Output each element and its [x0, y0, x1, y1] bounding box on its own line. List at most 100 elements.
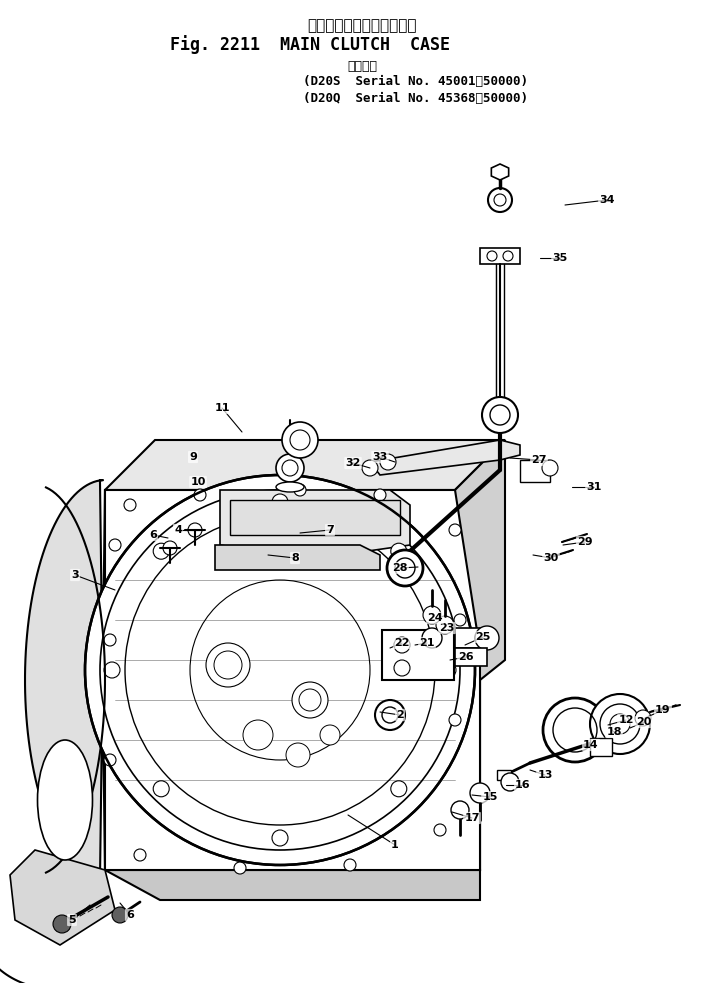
Text: 19: 19	[655, 705, 671, 715]
Polygon shape	[370, 440, 520, 475]
Polygon shape	[492, 164, 509, 180]
Text: 34: 34	[599, 195, 615, 205]
Polygon shape	[230, 500, 400, 535]
Text: 13: 13	[537, 770, 552, 780]
Circle shape	[635, 710, 651, 726]
Circle shape	[294, 484, 306, 496]
Circle shape	[394, 660, 410, 676]
Bar	[480, 248, 520, 264]
Circle shape	[362, 460, 378, 476]
Polygon shape	[105, 490, 480, 870]
Bar	[455, 648, 487, 666]
Text: メイン　クラッチ　ケース: メイン クラッチ ケース	[307, 18, 417, 33]
Polygon shape	[220, 490, 410, 558]
Circle shape	[394, 637, 410, 653]
Circle shape	[109, 539, 121, 551]
Circle shape	[487, 251, 497, 261]
Text: 2: 2	[396, 710, 404, 720]
Circle shape	[542, 460, 558, 476]
Circle shape	[320, 725, 340, 745]
Text: 23: 23	[439, 623, 455, 633]
Circle shape	[153, 781, 169, 797]
Circle shape	[391, 544, 407, 559]
Text: 27: 27	[531, 455, 547, 465]
Circle shape	[391, 781, 407, 797]
Circle shape	[501, 773, 519, 791]
Text: 14: 14	[584, 740, 599, 750]
Text: 31: 31	[586, 482, 602, 492]
Polygon shape	[105, 440, 505, 490]
Text: 20: 20	[636, 717, 652, 727]
Circle shape	[380, 454, 396, 470]
Text: 7: 7	[326, 525, 334, 535]
Text: Fig. 2211  MAIN CLUTCH  CASE: Fig. 2211 MAIN CLUTCH CASE	[170, 35, 450, 54]
Circle shape	[451, 801, 469, 819]
Circle shape	[423, 606, 441, 624]
Circle shape	[470, 783, 490, 803]
Bar	[382, 630, 454, 680]
Text: 4: 4	[174, 525, 182, 535]
Text: 33: 33	[372, 452, 387, 462]
Circle shape	[85, 475, 475, 865]
Polygon shape	[215, 545, 380, 570]
Circle shape	[434, 824, 446, 836]
Circle shape	[272, 830, 288, 846]
Polygon shape	[455, 440, 505, 870]
Text: 1: 1	[391, 840, 399, 850]
Circle shape	[124, 499, 136, 511]
Circle shape	[590, 694, 650, 754]
Text: 10: 10	[190, 477, 206, 487]
Circle shape	[454, 614, 466, 626]
Circle shape	[286, 743, 310, 767]
Text: 18: 18	[606, 727, 622, 737]
Bar	[590, 738, 612, 756]
Circle shape	[374, 489, 386, 501]
Circle shape	[375, 700, 405, 730]
Circle shape	[292, 682, 328, 718]
Text: 6: 6	[126, 910, 134, 920]
Text: 17: 17	[464, 813, 480, 823]
Bar	[520, 460, 550, 482]
Polygon shape	[10, 850, 115, 945]
Bar	[497, 770, 511, 780]
Circle shape	[543, 698, 607, 762]
Circle shape	[488, 188, 512, 212]
Text: 16: 16	[515, 780, 531, 790]
Circle shape	[272, 494, 288, 510]
Bar	[455, 628, 487, 648]
Circle shape	[422, 628, 442, 648]
Text: 35: 35	[552, 253, 568, 263]
Text: 26: 26	[458, 652, 473, 662]
Text: 22: 22	[395, 638, 410, 648]
Circle shape	[387, 550, 423, 586]
Text: 15: 15	[482, 792, 497, 802]
Circle shape	[243, 720, 273, 750]
Circle shape	[112, 907, 128, 923]
Circle shape	[234, 862, 246, 874]
Text: (D20Q  Serial No. 45368～50000): (D20Q Serial No. 45368～50000)	[303, 92, 528, 105]
Circle shape	[436, 616, 454, 634]
Text: 8: 8	[291, 553, 299, 563]
Text: 21: 21	[419, 638, 434, 648]
Text: 6: 6	[149, 530, 157, 540]
Text: 30: 30	[544, 553, 559, 563]
Polygon shape	[105, 870, 480, 900]
Circle shape	[344, 859, 356, 871]
Text: 32: 32	[345, 458, 361, 468]
Circle shape	[276, 454, 304, 482]
Circle shape	[282, 422, 318, 458]
Text: 29: 29	[577, 537, 593, 547]
Circle shape	[163, 541, 177, 555]
Circle shape	[449, 714, 461, 726]
Text: 24: 24	[427, 613, 443, 623]
Ellipse shape	[276, 482, 304, 492]
Circle shape	[440, 662, 456, 678]
Text: 28: 28	[392, 563, 408, 573]
Circle shape	[188, 523, 202, 537]
Circle shape	[53, 915, 71, 933]
Text: 25: 25	[476, 632, 491, 642]
Circle shape	[153, 544, 169, 559]
Circle shape	[134, 849, 146, 861]
Ellipse shape	[38, 740, 93, 860]
Circle shape	[206, 643, 250, 687]
